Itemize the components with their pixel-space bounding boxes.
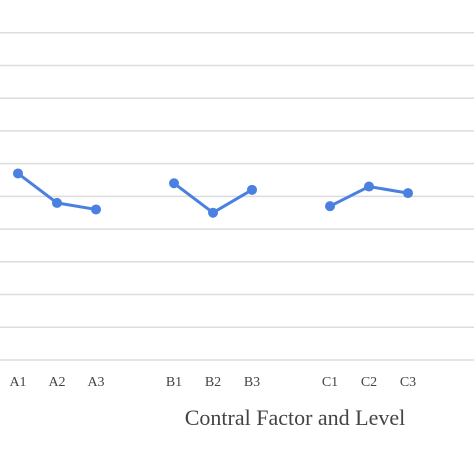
x-tick-label: A2 bbox=[48, 375, 65, 390]
point bbox=[91, 204, 101, 215]
x-tick-label: C1 bbox=[322, 375, 338, 390]
x-axis-label: Contral Factor and Level bbox=[185, 405, 406, 430]
x-tick-label: C2 bbox=[361, 375, 377, 390]
x-tick-label: B2 bbox=[205, 375, 221, 390]
x-tick-label: C3 bbox=[400, 375, 416, 390]
point bbox=[247, 184, 257, 195]
point bbox=[403, 188, 413, 199]
point bbox=[325, 201, 335, 212]
x-tick-label: A1 bbox=[9, 375, 26, 390]
x-tick-label: B1 bbox=[166, 375, 182, 390]
series-line bbox=[17, 172, 409, 215]
x-tick-label: B3 bbox=[244, 375, 260, 390]
point bbox=[208, 207, 218, 218]
point bbox=[364, 181, 374, 192]
x-tick-label: A3 bbox=[87, 375, 104, 390]
point bbox=[169, 178, 179, 189]
point bbox=[52, 197, 62, 208]
point bbox=[13, 168, 23, 179]
